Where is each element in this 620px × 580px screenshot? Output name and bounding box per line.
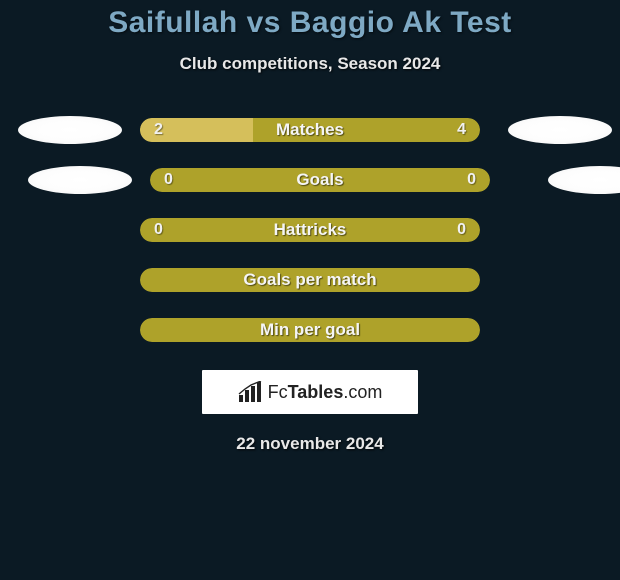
- left-value: 0: [154, 221, 163, 239]
- title: Saifullah vs Baggio Ak Test: [0, 6, 620, 40]
- logo-suffix: .com: [343, 382, 382, 402]
- logo-bold: Tables: [288, 382, 344, 402]
- stat-bar: 2 Matches 4: [140, 118, 480, 142]
- date: 22 november 2024: [0, 434, 620, 454]
- stat-label: Matches: [276, 120, 344, 140]
- right-ellipse: [508, 116, 612, 144]
- stat-label: Min per goal: [260, 320, 360, 340]
- left-value: 2: [154, 121, 163, 139]
- stat-row: Min per goal: [0, 316, 620, 344]
- stat-row: Goals per match: [0, 266, 620, 294]
- logo-prefix: Fc: [268, 382, 288, 402]
- subtitle: Club competitions, Season 2024: [0, 54, 620, 74]
- left-ellipse: [18, 116, 122, 144]
- right-value: 0: [467, 171, 476, 189]
- stat-bar: 0 Hattricks 0: [140, 218, 480, 242]
- right-ellipse: [548, 166, 620, 194]
- logo-box: FcTables.com: [202, 370, 418, 414]
- stat-bar: Goals per match: [140, 268, 480, 292]
- stats-card: Saifullah vs Baggio Ak Test Club competi…: [0, 0, 620, 454]
- stat-bar: 0 Goals 0: [150, 168, 490, 192]
- left-ellipse: [28, 166, 132, 194]
- right-value: 4: [457, 121, 466, 139]
- stat-row: 2 Matches 4: [0, 116, 620, 144]
- stat-label: Hattricks: [274, 220, 347, 240]
- stat-label: Goals: [296, 170, 343, 190]
- stat-row: 0 Hattricks 0: [0, 216, 620, 244]
- stat-label: Goals per match: [243, 270, 376, 290]
- stat-bar: Min per goal: [140, 318, 480, 342]
- stat-rows: 2 Matches 4 0 Goals 0 0 Hattricks 0 Goals per mat…: [0, 116, 620, 344]
- bars-icon: [238, 381, 264, 403]
- stat-row: 0 Goals 0: [0, 166, 620, 194]
- right-value: 0: [457, 221, 466, 239]
- left-value: 0: [164, 171, 173, 189]
- logo-text: FcTables.com: [268, 382, 383, 403]
